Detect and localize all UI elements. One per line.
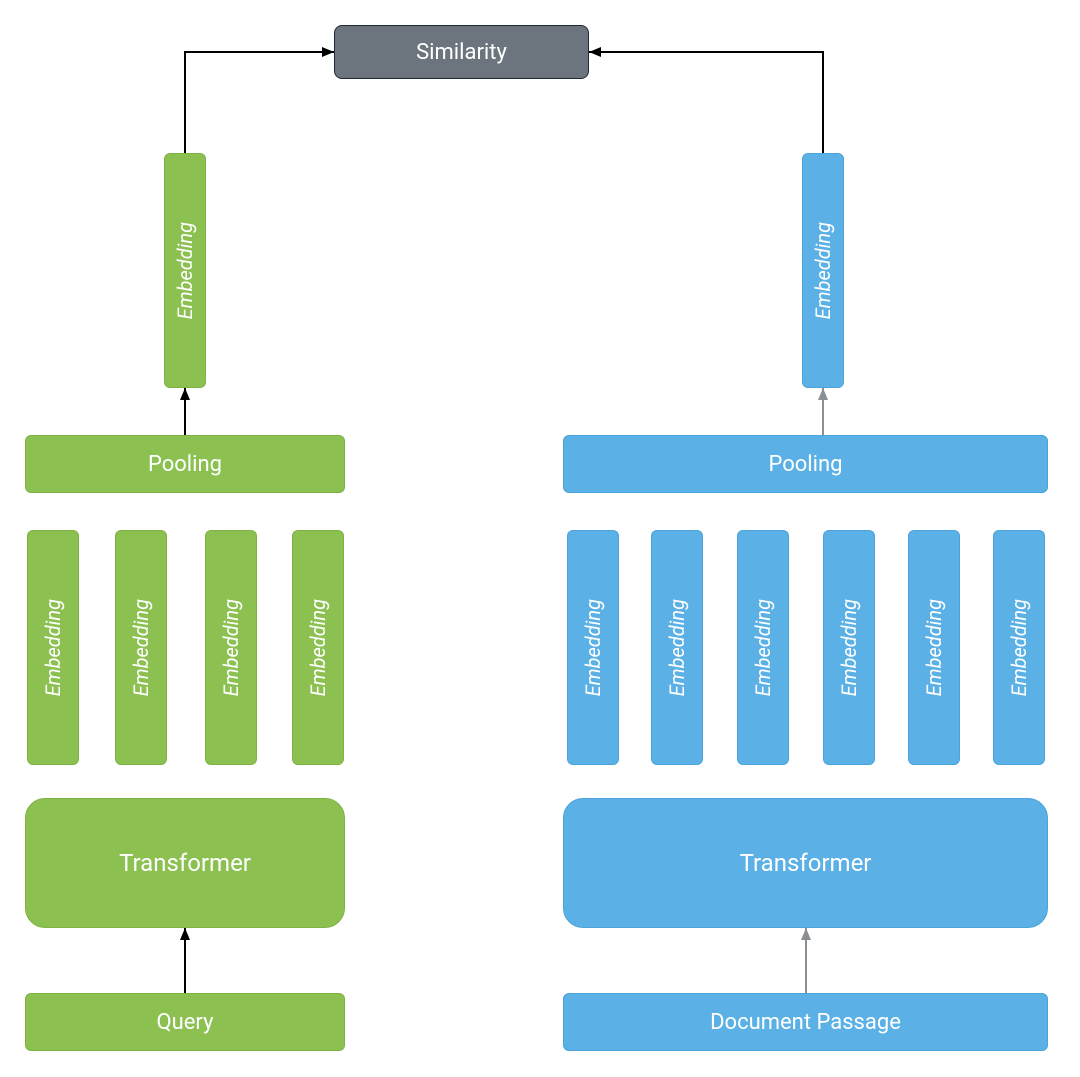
node-label: Embedding bbox=[41, 599, 65, 696]
node-label: Embedding bbox=[751, 599, 775, 696]
node-le3: Embedding bbox=[205, 530, 257, 765]
node-label: Transformer bbox=[740, 849, 872, 877]
node-label: Embedding bbox=[811, 222, 835, 319]
node-similarity: Similarity bbox=[334, 25, 589, 79]
node-label: Embedding bbox=[581, 599, 605, 696]
node-label: Embedding bbox=[665, 599, 689, 696]
node-doc_emb: Embedding bbox=[802, 153, 844, 388]
node-re6: Embedding bbox=[993, 530, 1045, 765]
node-re2: Embedding bbox=[651, 530, 703, 765]
node-re5: Embedding bbox=[908, 530, 960, 765]
node-pooling_r: Pooling bbox=[563, 435, 1048, 493]
node-label: Document Passage bbox=[710, 1010, 901, 1035]
node-label: Embedding bbox=[129, 599, 153, 696]
node-le4: Embedding bbox=[292, 530, 344, 765]
node-label: Embedding bbox=[306, 599, 330, 696]
bi-encoder-diagram: Similarity Embedding Embedding Pooling Pooli… bbox=[0, 0, 1080, 1077]
node-le2: Embedding bbox=[115, 530, 167, 765]
node-label: Similarity bbox=[416, 40, 507, 65]
node-re3: Embedding bbox=[737, 530, 789, 765]
node-docpassage: Document Passage bbox=[563, 993, 1048, 1051]
node-label: Embedding bbox=[219, 599, 243, 696]
node-label: Transformer bbox=[119, 849, 251, 877]
node-transformer_r: Transformer bbox=[563, 798, 1048, 928]
node-re1: Embedding bbox=[567, 530, 619, 765]
node-label: Pooling bbox=[148, 452, 222, 477]
node-re4: Embedding bbox=[823, 530, 875, 765]
node-label: Query bbox=[157, 1010, 214, 1035]
node-label: Embedding bbox=[922, 599, 946, 696]
node-label: Embedding bbox=[837, 599, 861, 696]
node-le1: Embedding bbox=[27, 530, 79, 765]
node-query_emb: Embedding bbox=[164, 153, 206, 388]
node-label: Embedding bbox=[173, 222, 197, 319]
node-label: Pooling bbox=[768, 452, 842, 477]
node-transformer_l: Transformer bbox=[25, 798, 345, 928]
node-query: Query bbox=[25, 993, 345, 1051]
node-label: Embedding bbox=[1007, 599, 1031, 696]
node-pooling_l: Pooling bbox=[25, 435, 345, 493]
